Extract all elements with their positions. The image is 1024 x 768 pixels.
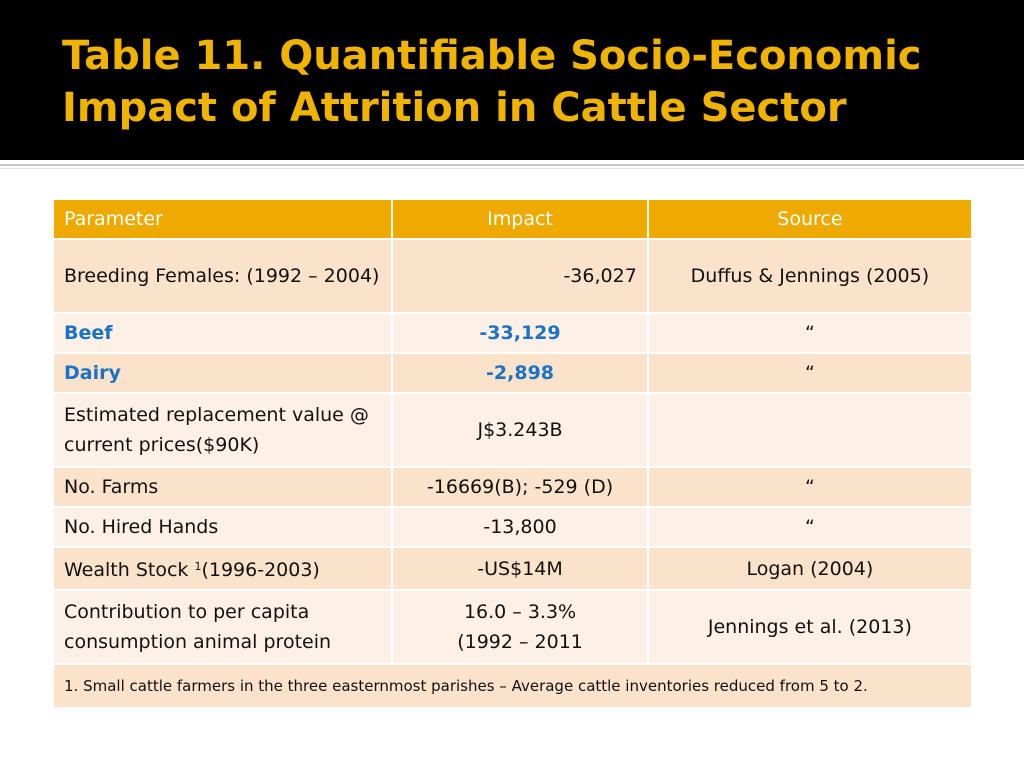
cell-impact: -36,027: [391, 238, 649, 314]
cell-source: “: [646, 352, 974, 394]
footnote-row: 1. Small cattle farmers in the three eas…: [52, 663, 973, 709]
cell-parameter: Beef: [51, 312, 394, 354]
cell-impact-line2: (1992 – 2011: [457, 631, 583, 653]
cell-impact: -US$14M: [391, 546, 649, 591]
cell-impact: 16.0 – 3.3% (1992 – 2011: [391, 589, 649, 665]
cell-parameter: Estimated replacement value @ current pr…: [51, 392, 394, 468]
table-footnote: 1. Small cattle farmers in the three eas…: [52, 663, 973, 709]
header-impact: Impact: [391, 198, 649, 240]
table-row: No. Hired Hands -13,800 “: [51, 506, 974, 548]
footnote-marker: 1: [194, 560, 202, 573]
cell-parameter: Breeding Females: (1992 – 2004): [51, 238, 394, 314]
table-row: Estimated replacement value @ current pr…: [51, 392, 974, 468]
cell-parameter: Contribution to per capita consumption a…: [51, 589, 394, 665]
cell-impact: -16669(B); -529 (D): [391, 466, 649, 508]
cell-parameter-text: Wealth Stock: [64, 559, 189, 581]
header-source: Source: [646, 198, 974, 240]
impact-table: Parameter Impact Source Breeding Females…: [51, 198, 974, 709]
divider-line: [0, 164, 1024, 166]
cell-source: [646, 392, 974, 468]
table-row: Breeding Females: (1992 – 2004) -36,027 …: [51, 238, 974, 314]
divider-line-thin: [0, 168, 1024, 169]
cell-parameter: No. Hired Hands: [51, 506, 394, 548]
table-row: No. Farms -16669(B); -529 (D) “: [51, 466, 974, 508]
cell-source: “: [646, 466, 974, 508]
cell-impact: -33,129: [391, 312, 649, 354]
table-row: Beef -33,129 “: [51, 312, 974, 354]
table-row: Wealth Stock 1(1996-2003) -US$14M Logan …: [51, 546, 974, 591]
cell-source: “: [646, 312, 974, 354]
header-parameter: Parameter: [51, 198, 394, 240]
cell-source: “: [646, 506, 974, 548]
cell-parameter: No. Farms: [51, 466, 394, 508]
cell-source: Jennings et al. (2013): [646, 589, 974, 665]
table-header-row: Parameter Impact Source: [51, 198, 974, 240]
cell-parameter: Wealth Stock 1(1996-2003): [51, 546, 394, 591]
cell-impact: -13,800: [391, 506, 649, 548]
cell-source: Logan (2004): [646, 546, 974, 591]
table-row: Dairy -2,898 “: [51, 352, 974, 394]
cell-impact: J$3.243B: [391, 392, 649, 468]
cell-parameter: Dairy: [51, 352, 394, 394]
cell-impact: -2,898: [391, 352, 649, 394]
slide-title: Table 11. Quantifiable Socio-Economic Im…: [62, 33, 922, 131]
table-row: Contribution to per capita consumption a…: [51, 589, 974, 665]
cell-impact-line1: 16.0 – 3.3%: [463, 601, 577, 623]
cell-source: Duffus & Jennings (2005): [646, 238, 974, 314]
cell-parameter-suffix: (1996-2003): [201, 559, 320, 581]
title-band: Table 11. Quantifiable Socio-Economic Im…: [0, 0, 1024, 160]
